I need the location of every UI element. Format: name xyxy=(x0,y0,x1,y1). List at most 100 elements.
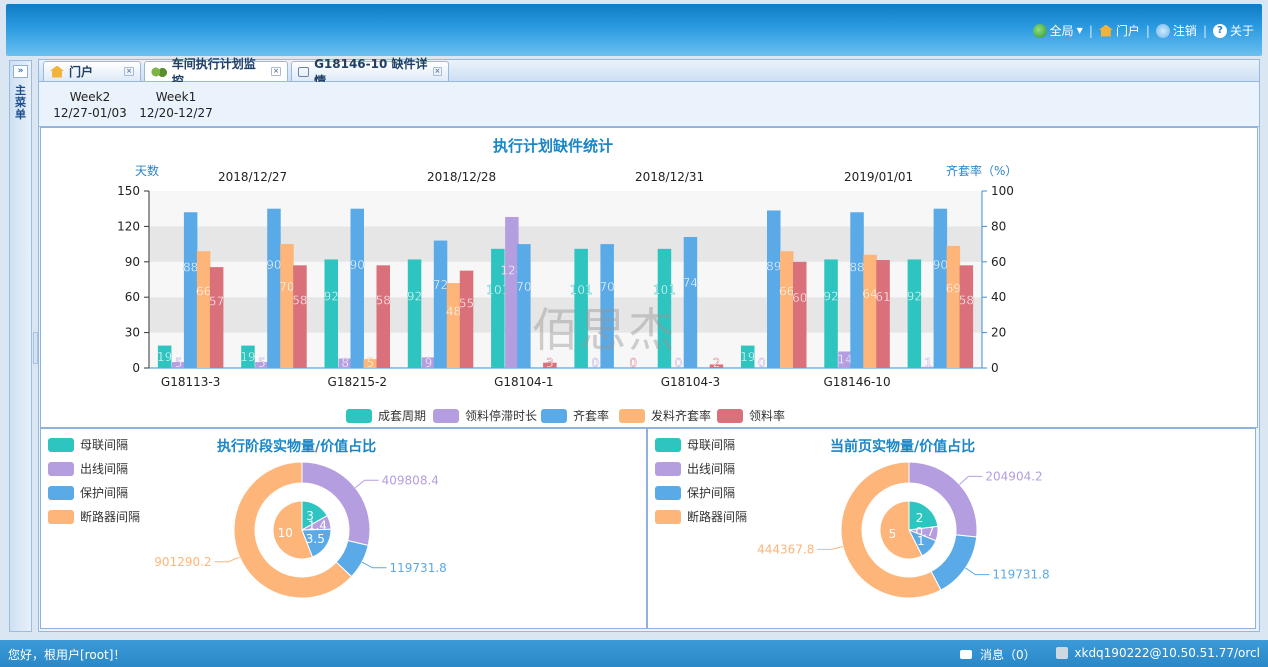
bar-value-label: 14 xyxy=(837,353,852,367)
tab-missing-parts-detail[interactable]: G18146-10 缺件详情 × xyxy=(291,57,449,88)
right-tick-label: 60 xyxy=(991,255,1006,269)
message-icon xyxy=(298,66,310,77)
sidebar-resize-handle[interactable] xyxy=(33,332,38,364)
leader-line xyxy=(959,475,983,485)
close-icon[interactable]: × xyxy=(432,67,442,76)
bar-chart-title: 执行计划缺件统计 xyxy=(493,137,614,155)
legend-item[interactable]: 出线间隔 xyxy=(655,460,735,477)
bar xyxy=(709,364,724,368)
legend-swatch xyxy=(541,408,567,423)
bar xyxy=(780,251,794,368)
bar xyxy=(376,265,390,368)
legend-swatch xyxy=(655,437,681,452)
legend-item[interactable]: 断路器间隔 xyxy=(655,508,747,525)
bar xyxy=(767,210,781,368)
bar xyxy=(824,259,838,368)
bar-value-label: 58 xyxy=(292,293,307,307)
bar xyxy=(267,208,281,368)
bar-value-label: 8 xyxy=(341,356,349,370)
current-page-pie-panel: 当前页实物量/价值占比 母联间隔 出线间隔 保护间隔 断路器间隔 2 0.7 1 5 2… xyxy=(647,428,1256,629)
outer-slice-label: 409808.4 xyxy=(382,473,439,487)
bar-value-label: 88 xyxy=(849,260,864,274)
inner-slice xyxy=(879,500,923,560)
portal-link[interactable]: 门户 xyxy=(1098,22,1140,39)
left-tick-label: 30 xyxy=(125,326,140,340)
legend-item[interactable]: 出线间隔 xyxy=(48,460,128,477)
messages-link[interactable]: 消息（0） xyxy=(960,646,1036,663)
gear-icon xyxy=(151,66,167,77)
bar-value-label: 48 xyxy=(446,304,461,318)
legend-item[interactable]: 发料齐套率 xyxy=(619,407,711,424)
bar-value-label: 101 xyxy=(570,283,593,297)
about-link[interactable]: ? 关于 xyxy=(1212,22,1254,39)
legend-swatch xyxy=(655,461,681,476)
bar-value-label: 5 xyxy=(258,356,266,370)
legend-item[interactable]: 母联间隔 xyxy=(655,436,735,453)
bar-value-label: 74 xyxy=(683,276,698,290)
legend-item[interactable]: 母联间隔 xyxy=(48,436,128,453)
legend-item[interactable]: 保护间隔 xyxy=(48,484,128,501)
bar xyxy=(350,208,364,368)
right-tick-label: 20 xyxy=(991,326,1006,340)
legend-item[interactable]: 断路器间隔 xyxy=(48,508,140,525)
logout-link[interactable]: 注销 xyxy=(1155,22,1197,39)
main-menu-label[interactable]: 主菜单 xyxy=(15,84,26,121)
tab-portal[interactable]: 门户 × xyxy=(43,61,141,81)
week-option-week1[interactable]: Week1 12/20-12/27 xyxy=(139,90,213,120)
bar-value-label: 61 xyxy=(875,290,890,304)
bar-value-label: 70 xyxy=(279,280,294,294)
bar-value-label: 88 xyxy=(183,260,198,274)
bar-value-label: 58 xyxy=(959,293,974,307)
expand-menu-button[interactable]: » xyxy=(13,65,28,78)
legend-item[interactable]: 保护间隔 xyxy=(655,484,735,501)
leader-line xyxy=(214,556,240,563)
bar xyxy=(241,345,255,368)
bar-value-label: 92 xyxy=(324,290,339,304)
leader-line xyxy=(361,561,387,569)
date-label: 2018/12/27 xyxy=(218,170,288,184)
bar-value-label: 66 xyxy=(779,285,794,299)
close-icon[interactable]: × xyxy=(271,67,281,76)
bar xyxy=(850,212,864,368)
bar-value-label: 90 xyxy=(933,258,948,272)
right-tick-label: 100 xyxy=(991,184,1014,198)
global-menu[interactable]: 全局 ▼ xyxy=(1032,22,1083,39)
leader-line xyxy=(354,479,379,489)
grid-band xyxy=(149,191,982,227)
bar-value-label: 70 xyxy=(516,280,531,294)
bar xyxy=(421,357,436,368)
bar xyxy=(433,240,448,368)
week-option-week2[interactable]: Week2 12/27-01/03 xyxy=(53,90,127,120)
bar-value-label: 92 xyxy=(407,290,422,304)
tab-bar: 门户 × 车间执行计划监控 × G18146-10 缺件详情 × xyxy=(38,57,1260,88)
home-icon xyxy=(1098,24,1113,37)
bar-value-label: 19 xyxy=(740,350,755,364)
category-label: G18215-2 xyxy=(328,375,387,389)
outer-slice-label: 901290.2 xyxy=(154,555,211,569)
inner-slice-label: 5 xyxy=(889,527,897,541)
date-label: 2018/12/31 xyxy=(635,170,705,184)
bar xyxy=(600,244,614,368)
bar xyxy=(338,358,352,368)
right-tick-label: 40 xyxy=(991,290,1006,304)
outer-slice xyxy=(840,461,942,599)
inner-slice-label: 1 xyxy=(917,534,925,548)
tab-workshop-monitor[interactable]: 车间执行计划监控 × xyxy=(144,57,288,88)
bar-value-label: 90 xyxy=(350,258,365,272)
bar-value-label: 90 xyxy=(266,258,281,272)
legend-item[interactable]: 领料停滞时长 xyxy=(433,407,537,424)
right-axis-label: 齐套率（%） xyxy=(946,164,1018,178)
inner-slice xyxy=(272,500,314,560)
bar xyxy=(657,248,672,368)
legend-item[interactable]: 领料率 xyxy=(717,407,785,424)
legend-item[interactable]: 成套周期 xyxy=(346,407,426,424)
message-icon xyxy=(960,650,972,659)
bar xyxy=(933,208,948,368)
bar xyxy=(459,270,474,368)
bar-value-label: 92 xyxy=(907,290,922,304)
bar xyxy=(946,245,961,368)
close-icon[interactable]: × xyxy=(124,67,134,76)
legend-item[interactable]: 齐套率 xyxy=(541,407,609,424)
